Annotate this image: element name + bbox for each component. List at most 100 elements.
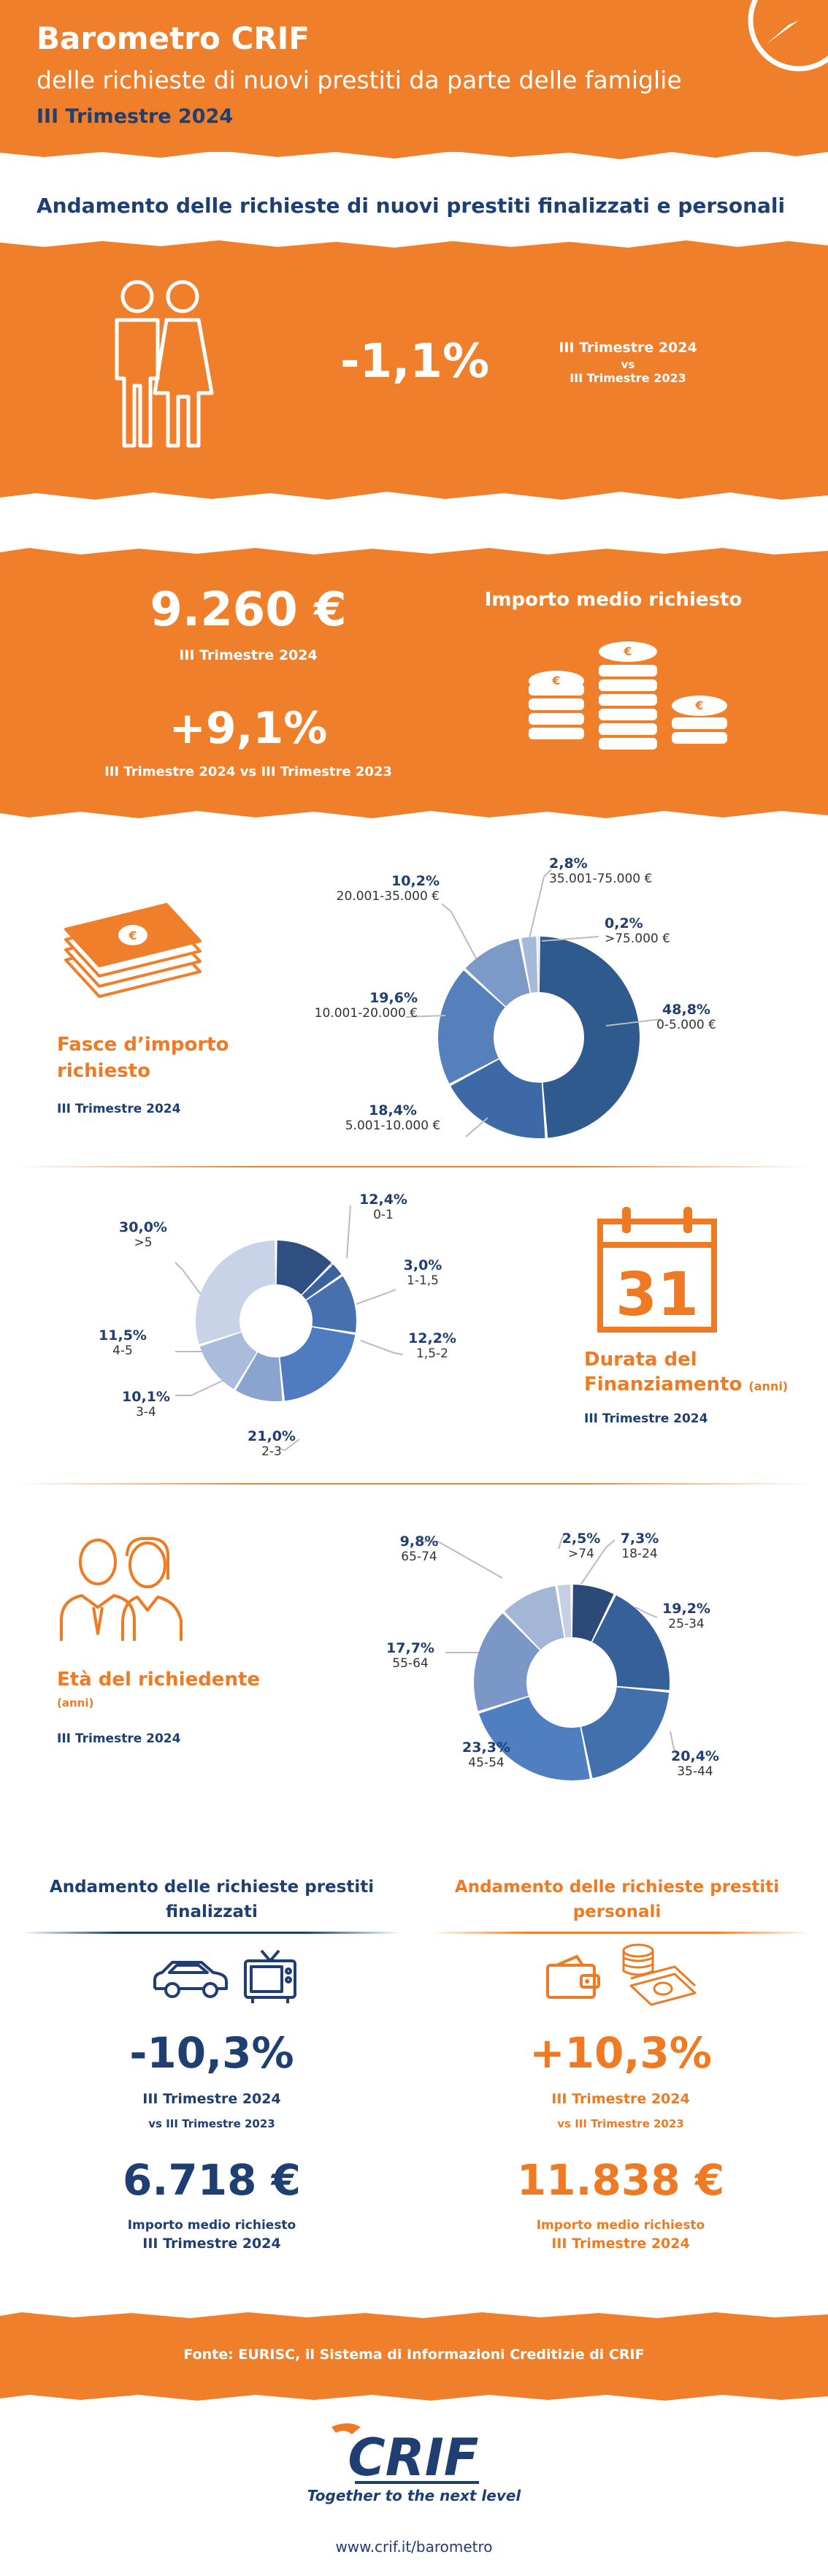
donut-label: 23,3% 45-54 [457,1740,515,1771]
header-period: III Trimestre 2024 [37,105,234,128]
donut-label: 2,5% >74 [552,1531,610,1562]
donut-label: 12,4% 0-1 [350,1192,416,1223]
label-range: 20.001-35.000 € [336,889,440,904]
torn-edge [0,2312,828,2322]
donut-slice-0-5.000 € [539,937,640,1138]
label-range: >74 [568,1547,594,1561]
donut-slice-25-34 [592,1595,670,1691]
label-pct: 17,7% [386,1640,434,1656]
avg-change-value: +9,1% [169,703,328,754]
label-range: 25-34 [668,1617,705,1631]
donut-slice-5.001-10.000 € [451,1059,545,1138]
label-pct: 48,8% [662,1002,710,1018]
label-range: 55-64 [392,1656,429,1671]
donut-label: 19,6% 10.001-20.000 € [301,991,418,1021]
page-title: Barometro CRIF [37,20,310,56]
label-pct: 11,5% [99,1327,147,1344]
avg-amount-value: 9.260 € [150,583,347,637]
personal-title-line: Andamento delle richieste prestiti [454,1878,780,1897]
label-range: 2-3 [261,1444,282,1459]
label-range: 5.001-10.000 € [345,1119,441,1133]
label-range: 65-74 [401,1550,437,1564]
label-pct: 30,0% [119,1219,167,1235]
torn-edge [0,548,828,560]
website-link[interactable]: www.crif.it/barometro [335,2538,493,2556]
personal-amount-period: III Trimestre 2024 [551,2236,690,2252]
donut-slice-55-64 [474,1613,540,1712]
label-pct: 2,8% [549,856,588,872]
label-pct: 3,0% [403,1257,442,1273]
page-subtitle: delle richieste di nuovi prestiti da par… [37,66,682,94]
torn-edge [0,488,828,500]
avg-amount-band [0,555,828,809]
car-icon [153,1961,228,1998]
tv-icon [244,1949,296,2003]
label-pct: 0,2% [605,915,643,931]
divider [22,1932,402,1934]
label-range: 35-44 [677,1764,713,1779]
personal-amount: 11.838 € [516,2155,725,2205]
label-pct: 19,6% [369,990,418,1006]
finalized-title-line: Andamento delle richieste prestiti [49,1878,375,1897]
label-pct: 12,4% [359,1192,407,1208]
label-pct: 19,2% [662,1601,710,1617]
logo-text: CRIF [348,2428,478,2488]
donut-slice-0-1 [276,1241,331,1295]
torn-edge [0,2392,828,2401]
avg-amount-period: III Trimestre 2024 [179,647,318,663]
amount-bands-title-line: richiesto [57,1060,150,1082]
torn-edge [0,146,828,159]
donut-label: 20,4% 35-44 [666,1749,724,1780]
donut-slice-1,5-2 [306,1276,356,1333]
duration-title-line: Durata del [584,1349,697,1371]
source-band [0,2319,828,2395]
torn-edge [0,807,828,818]
finalized-title-line: finalizzati [166,1902,258,1921]
donut-slice-10.001-20.000 € [438,970,505,1084]
donut-slice-35.001-75.000 € [521,937,538,993]
donut-slice->74 [557,1585,572,1638]
divider [15,1483,813,1485]
label-range: >5 [134,1235,153,1250]
donut-label: 21,0% 2-3 [242,1429,301,1460]
tagline: Together to the next level [307,2487,521,2504]
finalized-change: -10,3% [129,2028,294,2078]
finalized-amount-label: Importo medio richiesto [127,2218,296,2233]
donut-slice-45-54 [478,1696,590,1780]
source-text: Fonte: EURISC, il Sistema di Informazion… [183,2347,645,2363]
donut-slice-3-4 [236,1352,283,1401]
coins-money-icon [622,1943,697,2006]
donut-label: 10,2% 20.001-35.000 € [321,874,440,904]
age-unit: (anni) [57,1696,94,1710]
finalized-title: Andamento delle richieste prestiti final… [44,1875,380,1924]
duration-unit: (anni) [748,1379,789,1393]
personal-period: III Trimestre 2024 [551,2091,690,2107]
donut-label: 10,1% 3-4 [117,1390,175,1420]
label-range: 35.001-75.000 € [549,872,653,886]
label-pct: 9,8% [399,1533,439,1550]
amount-bands-donut [438,937,640,1138]
duration-period: III Trimestre 2024 [584,1411,708,1426]
avg-change-period: III Trimestre 2024 vs III Trimestre 2023 [104,764,392,780]
duration-title: Durata del Finanziamento (anni) [584,1347,788,1399]
donut-slice-35-44 [581,1687,670,1778]
label-range: 1-1,5 [407,1273,439,1288]
amount-bands-title-line: Fasce d’importo [57,1034,229,1056]
age-period: III Trimestre 2024 [57,1731,181,1746]
svg-text:€: € [128,929,137,942]
divider [15,1166,813,1167]
donut-label: 9,8% 65-74 [390,1534,448,1565]
duration-title-line: Finanziamento [584,1373,743,1395]
donut-label: 30,0% >5 [114,1220,172,1251]
money-stack-icon: € [64,903,202,998]
avg-amount-title: Importo medio richiesto [484,589,743,611]
torn-edge [0,240,828,253]
donut-label: 7,3% 18-24 [610,1531,669,1562]
finalized-amount-period: III Trimestre 2024 [142,2236,281,2252]
finalized-period: III Trimestre 2024 [142,2091,281,2107]
trend-vs: vs [621,358,635,371]
wallet-icon [546,1955,600,1999]
finalized-amount: 6.718 € [122,2155,301,2205]
donut-slice-20.001-35.000 € [465,938,530,1007]
label-range: 3-4 [136,1405,156,1420]
